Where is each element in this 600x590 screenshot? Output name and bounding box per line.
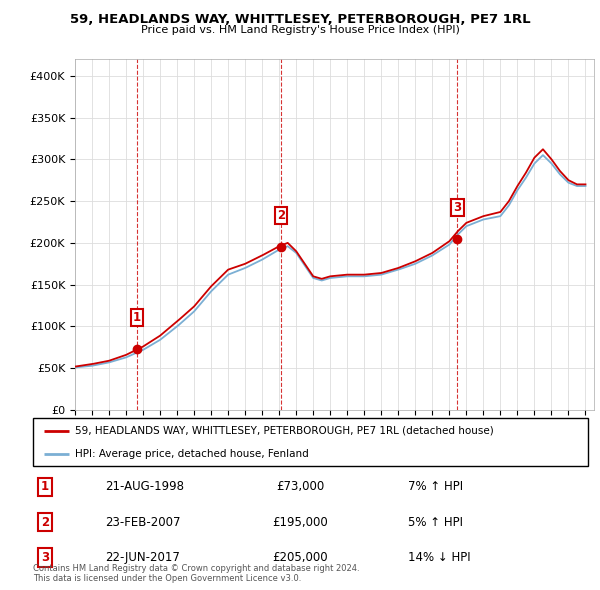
Text: Price paid vs. HM Land Registry's House Price Index (HPI): Price paid vs. HM Land Registry's House … bbox=[140, 25, 460, 35]
Text: 1: 1 bbox=[41, 480, 49, 493]
Text: 3: 3 bbox=[41, 551, 49, 564]
FancyBboxPatch shape bbox=[33, 418, 588, 466]
Text: £195,000: £195,000 bbox=[272, 516, 328, 529]
Text: 59, HEADLANDS WAY, WHITTLESEY, PETERBOROUGH, PE7 1RL: 59, HEADLANDS WAY, WHITTLESEY, PETERBORO… bbox=[70, 13, 530, 26]
Text: 2: 2 bbox=[41, 516, 49, 529]
Text: HPI: Average price, detached house, Fenland: HPI: Average price, detached house, Fenl… bbox=[74, 449, 308, 459]
Text: 5% ↑ HPI: 5% ↑ HPI bbox=[408, 516, 463, 529]
Text: 3: 3 bbox=[453, 201, 461, 214]
Text: 1: 1 bbox=[133, 311, 141, 324]
Text: 59, HEADLANDS WAY, WHITTLESEY, PETERBOROUGH, PE7 1RL (detached house): 59, HEADLANDS WAY, WHITTLESEY, PETERBORO… bbox=[74, 426, 493, 436]
Text: 23-FEB-2007: 23-FEB-2007 bbox=[105, 516, 181, 529]
Text: 21-AUG-1998: 21-AUG-1998 bbox=[105, 480, 184, 493]
Text: £73,000: £73,000 bbox=[276, 480, 324, 493]
Text: 14% ↓ HPI: 14% ↓ HPI bbox=[408, 551, 470, 564]
Text: 2: 2 bbox=[277, 209, 286, 222]
Text: 7% ↑ HPI: 7% ↑ HPI bbox=[408, 480, 463, 493]
Text: Contains HM Land Registry data © Crown copyright and database right 2024.
This d: Contains HM Land Registry data © Crown c… bbox=[33, 563, 359, 583]
Text: £205,000: £205,000 bbox=[272, 551, 328, 564]
Text: 22-JUN-2017: 22-JUN-2017 bbox=[105, 551, 180, 564]
